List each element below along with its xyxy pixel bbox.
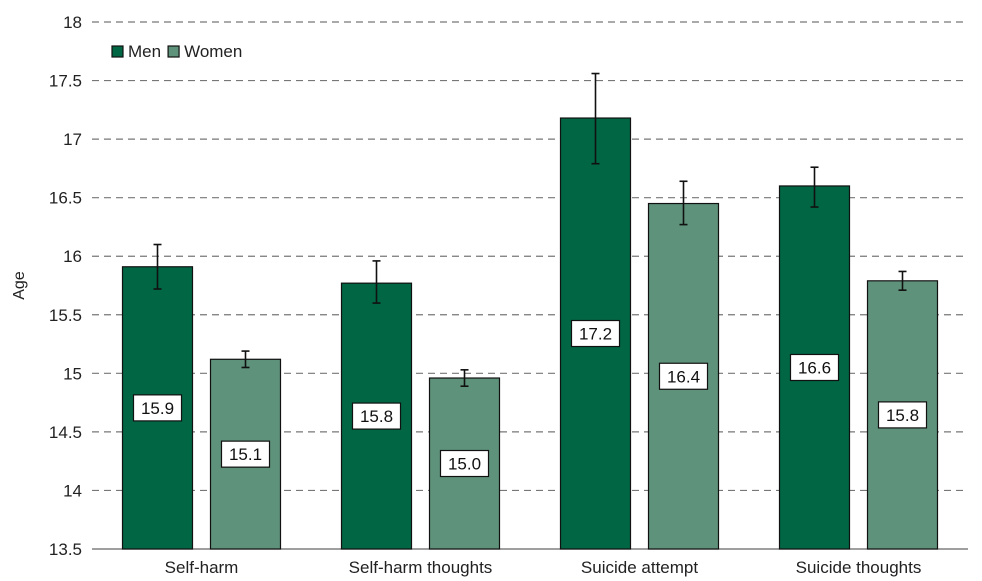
y-tick-label: 14 bbox=[63, 481, 82, 500]
category-labels: Self-harm Self-harm thoughts Suicide attem… bbox=[165, 558, 922, 577]
y-tick-label: 13.5 bbox=[49, 540, 82, 559]
y-axis-title: Age bbox=[11, 271, 28, 300]
y-tick-label: 15.5 bbox=[49, 306, 82, 325]
data-label: 16.4 bbox=[667, 367, 700, 386]
legend: Men Women bbox=[111, 42, 242, 61]
data-label: 15.0 bbox=[448, 455, 481, 474]
data-label-box bbox=[658, 362, 709, 390]
y-tick-label: 16 bbox=[63, 247, 82, 266]
y-tick-label: 18 bbox=[63, 13, 82, 32]
legend-swatch-women bbox=[167, 45, 180, 58]
data-label: 15.1 bbox=[229, 445, 262, 464]
data-label-box bbox=[351, 402, 402, 430]
legend-label: Men bbox=[128, 42, 161, 61]
category-label: Self-harm thoughts bbox=[349, 558, 493, 577]
y-tick-label: 15 bbox=[63, 364, 82, 383]
data-label: 16.6 bbox=[798, 358, 831, 377]
error-bars bbox=[153, 72, 907, 388]
data-label-box bbox=[132, 394, 183, 422]
y-tick-label: 17.5 bbox=[49, 72, 82, 91]
y-tick-label: 17 bbox=[63, 130, 82, 149]
y-tick-label: 14.5 bbox=[49, 423, 82, 442]
data-label: 17.2 bbox=[579, 325, 612, 344]
legend-label: Women bbox=[184, 42, 242, 61]
data-label: 15.9 bbox=[141, 399, 174, 418]
data-label: 15.8 bbox=[886, 406, 919, 425]
legend-swatch-men bbox=[111, 45, 124, 58]
data-labels: 15.9 15.1 15.8 15.0 17.2 16.4 16.6 15.8 bbox=[132, 319, 928, 478]
data-label-box bbox=[439, 449, 490, 478]
y-axis-ticks: 13.5 14 14.5 15 15.5 16 16.5 17 17.5 18 bbox=[49, 13, 82, 559]
data-label-box bbox=[877, 401, 928, 429]
category-label: Suicide attempt bbox=[581, 558, 698, 577]
data-label-box bbox=[789, 353, 840, 382]
data-label: 15.8 bbox=[360, 407, 393, 426]
data-label-box bbox=[220, 440, 271, 468]
category-label: Self-harm bbox=[165, 558, 239, 577]
category-label: Suicide thoughts bbox=[796, 558, 922, 577]
data-label-box bbox=[570, 319, 621, 348]
y-tick-label: 16.5 bbox=[49, 189, 82, 208]
